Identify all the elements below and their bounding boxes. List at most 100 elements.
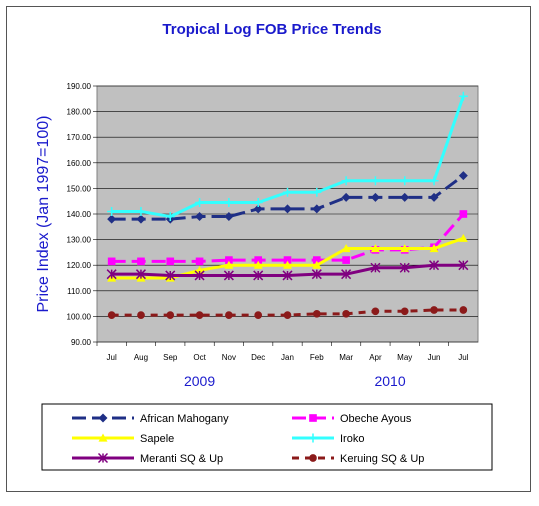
data-point (253, 204, 263, 214)
data-point (194, 270, 205, 281)
data-point (224, 260, 234, 269)
data-point (283, 256, 292, 264)
data-point (370, 192, 380, 202)
data-point (283, 187, 292, 197)
data-point (370, 176, 380, 186)
legend-marker (98, 413, 108, 423)
data-point (430, 306, 438, 314)
legend-item: Sapele (72, 433, 174, 445)
data-point (224, 212, 234, 222)
data-point (458, 171, 468, 181)
data-point (341, 269, 352, 280)
data-point (107, 311, 116, 319)
data-point (165, 212, 175, 222)
data-point (225, 311, 233, 319)
y-tick-labels: 90.00 100.00 110.00 120.00 130.00 140.00 150.0… (67, 82, 92, 347)
x-tick-label: Nov (222, 353, 236, 362)
data-point (312, 187, 322, 197)
data-point (283, 260, 292, 269)
data-point (400, 244, 410, 253)
legend-marker (309, 454, 317, 462)
data-point (342, 310, 350, 318)
legend-label: Meranti SQ & Up (140, 453, 223, 465)
legend-marker (309, 414, 317, 422)
data-point (459, 306, 468, 314)
data-point (195, 311, 204, 319)
data-point (282, 270, 293, 281)
data-point (135, 269, 146, 280)
series-lines (106, 91, 469, 319)
legend-marker (98, 433, 108, 442)
data-point (107, 257, 116, 266)
data-point (165, 270, 176, 281)
x-tick-label: Jul (107, 353, 117, 362)
data-point (254, 256, 263, 264)
data-point (400, 307, 409, 316)
data-point (400, 176, 410, 186)
series-african-mahogany (107, 171, 468, 224)
data-point (342, 256, 350, 264)
data-point (341, 244, 351, 253)
x-tick-label: Jul (458, 353, 468, 362)
x-tick-label: Mar (339, 353, 353, 362)
data-point (166, 311, 175, 319)
series-iroko (107, 91, 468, 222)
y-tick-label: 160.00 (67, 159, 92, 168)
data-point (195, 257, 204, 266)
x-tick-label: Apr (369, 353, 382, 362)
y-tick-label: 110.00 (67, 287, 91, 296)
year-label: 2009 (184, 373, 215, 389)
x-tick-label: Oct (193, 353, 206, 362)
data-point (253, 260, 263, 269)
data-point (223, 270, 234, 281)
legend-label: Keruing SQ & Up (340, 453, 424, 465)
series-meranti-sq-up (106, 260, 469, 281)
x-tick-labels: Jul Aug Sep Oct Nov Dec Jan Feb Mar Apr May Jun Jul (96, 342, 469, 362)
data-point (312, 310, 321, 318)
legend-item: Keruing SQ & Up (292, 453, 424, 465)
legend-item: Iroko (292, 433, 364, 445)
legend-label: Obeche Ayous (340, 413, 412, 425)
data-point (370, 244, 380, 253)
data-point (137, 257, 145, 266)
data-point (224, 197, 234, 207)
x-tick-label: Jan (281, 353, 294, 362)
legend-label: Iroko (340, 433, 364, 445)
data-point (136, 206, 146, 216)
legend: African Mahogany Obeche Ayous Sapele Iroko M… (72, 413, 424, 465)
y-tick-label: 180.00 (67, 108, 92, 117)
data-point (312, 260, 322, 269)
data-point (254, 311, 263, 319)
data-point (283, 204, 292, 214)
data-point (107, 214, 117, 224)
data-point (429, 244, 439, 253)
data-point (107, 206, 117, 216)
year-label: 2010 (374, 373, 405, 389)
legend-item: Obeche Ayous (292, 413, 412, 425)
data-point (459, 210, 468, 218)
y-tick-label: 130.00 (67, 236, 92, 245)
data-point (458, 91, 468, 101)
legend-item: African Mahogany (72, 413, 229, 425)
series-keruing-sq-up (107, 306, 468, 319)
data-point (429, 192, 439, 202)
data-point (458, 233, 468, 242)
x-tick-label: May (397, 353, 412, 362)
x-tick-label: Dec (251, 353, 265, 362)
legend-label: Sapele (140, 433, 174, 445)
legend-label: African Mahogany (140, 413, 229, 425)
chart-title: Tropical Log FOB Price Trends (162, 21, 381, 38)
x-tick-label: Jun (428, 353, 441, 362)
data-point (341, 176, 351, 186)
legend-marker (97, 452, 109, 464)
data-point (195, 197, 205, 207)
data-point (429, 260, 440, 271)
x-tick-label: Feb (310, 353, 324, 362)
y-tick-label: 90.00 (71, 338, 92, 347)
x-tick-label: Aug (134, 353, 148, 362)
data-point (195, 265, 205, 274)
data-point (106, 269, 117, 280)
data-point (253, 270, 264, 281)
data-point (371, 307, 380, 316)
